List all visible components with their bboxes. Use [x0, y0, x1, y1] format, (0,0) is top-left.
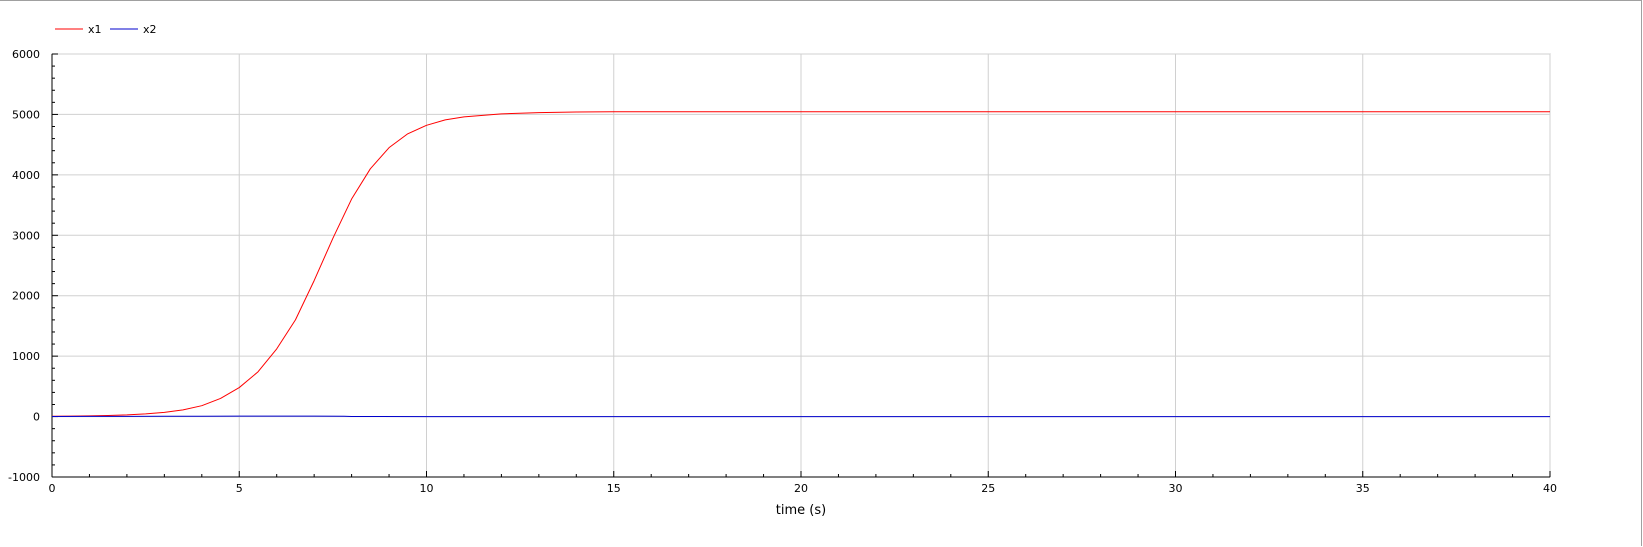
y-tick-label: -1000: [8, 471, 40, 484]
y-tick-label: 0: [33, 411, 40, 424]
y-tick-label: 2000: [12, 290, 40, 303]
x-tick-label: 15: [607, 482, 621, 495]
y-tick-label: 6000: [12, 48, 40, 61]
x-tick-label: 35: [1356, 482, 1370, 495]
y-tick-label: 1000: [12, 350, 40, 363]
legend-label-x1: x1: [88, 23, 102, 36]
legend-label-x2: x2: [143, 23, 157, 36]
x-tick-label: 40: [1543, 482, 1557, 495]
x-axis-title: time (s): [776, 503, 826, 518]
y-tick-label: 4000: [12, 169, 40, 182]
x-tick-label: 25: [981, 482, 995, 495]
x-tick-label: 10: [420, 482, 434, 495]
x-tick-label: 20: [794, 482, 808, 495]
y-tick-label: 3000: [12, 229, 40, 242]
x-tick-label: 30: [1169, 482, 1183, 495]
x-tick-label: 0: [49, 482, 56, 495]
y-tick-label: 5000: [12, 108, 40, 121]
series-line-x1: [51, 111, 1550, 417]
x-tick-label: 5: [236, 482, 243, 495]
